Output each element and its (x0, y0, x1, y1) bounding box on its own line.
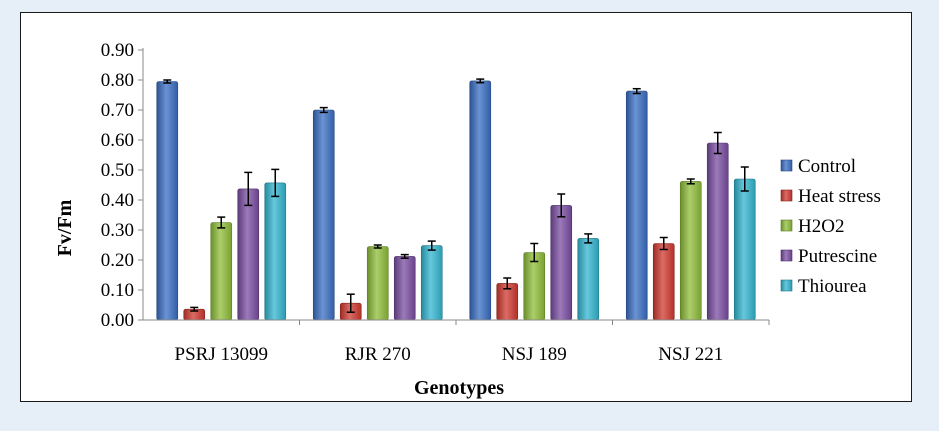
error-bar (530, 242, 539, 263)
legend-swatch (780, 159, 793, 172)
y-tick-label: 0.40 (101, 190, 134, 211)
error-bar (346, 293, 355, 313)
error-bar (244, 171, 253, 207)
legend-item: Thiourea (780, 276, 867, 297)
legend-label: Putrescine (798, 246, 877, 267)
y-axis: 0.00 0.10 0.20 0.30 0.40 0.50 0.60 0.70 0.80 0.90 (101, 40, 144, 331)
y-tick-label: 0.00 (101, 310, 134, 331)
error-bar (686, 178, 695, 185)
x-category-label: RJR 270 (345, 344, 411, 365)
error-bar (190, 306, 199, 312)
bar-thiourea (733, 178, 756, 321)
y-tick-label: 0.20 (101, 250, 134, 271)
bar-heat-stress (652, 243, 675, 321)
legend-item: Control (780, 156, 856, 177)
legend-label: Heat stress (798, 186, 881, 207)
error-bar (659, 236, 668, 251)
legend-item: Putrescine (780, 246, 877, 267)
bar-putrescine (706, 142, 729, 321)
legend-item: H2O2 (780, 216, 844, 237)
error-bar (503, 277, 512, 290)
error-bar (740, 166, 749, 192)
x-category-label: PSRJ 13099 (175, 344, 268, 365)
y-tick-label: 0.30 (101, 220, 134, 241)
legend-label: Control (798, 156, 856, 177)
error-bar (584, 233, 593, 244)
legend-swatch (780, 189, 793, 202)
y-tick-label: 0.10 (101, 280, 134, 301)
y-tick-label: 0.90 (101, 40, 134, 61)
x-category-label: NSJ 221 (658, 344, 723, 365)
x-axis-title: Genotypes (414, 377, 504, 399)
error-bar (400, 253, 409, 259)
legend: Control Heat stress H2O2 Putrescine Thiourea (780, 156, 881, 297)
error-bar (476, 78, 485, 84)
error-bar (632, 87, 641, 95)
bar-putrescine (393, 256, 416, 321)
y-axis-title: Fv/Fm (54, 199, 76, 256)
y-tick-label: 0.70 (101, 100, 134, 121)
bar-thiourea (577, 238, 600, 321)
legend-swatch (780, 249, 793, 262)
y-tick-label: 0.80 (101, 70, 134, 91)
bar-h2o2 (210, 222, 233, 321)
bar-thiourea (264, 182, 287, 321)
legend-label: H2O2 (798, 216, 844, 237)
legend-item: Heat stress (780, 186, 881, 207)
bar-control (625, 90, 648, 321)
legend-swatch (780, 279, 793, 292)
error-bar (271, 168, 280, 198)
bar-control (156, 81, 179, 321)
error-bar (217, 216, 226, 229)
bar-putrescine (550, 205, 573, 321)
x-category-label: NSJ 189 (502, 344, 567, 365)
error-bar (427, 240, 436, 251)
bar-control (312, 109, 335, 321)
bars (156, 78, 756, 321)
error-bar (319, 106, 328, 114)
error-bar (163, 79, 172, 84)
bar-h2o2 (366, 246, 389, 321)
error-bar (713, 131, 722, 155)
legend-swatch (780, 219, 793, 232)
bar-h2o2 (523, 252, 546, 321)
error-bar (557, 193, 566, 218)
bar-chart: 0.00 0.10 0.20 0.30 0.40 0.50 0.60 0.70 0.80 0.90… (54, 40, 881, 399)
chart-frame: 0.00 0.10 0.20 0.30 0.40 0.50 0.60 0.70 0.80 0.90… (20, 12, 912, 402)
x-axis: PSRJ 13099 RJR 270 NSJ 189 NSJ 221 (143, 319, 770, 365)
bar-putrescine (237, 188, 260, 321)
bar-h2o2 (679, 181, 702, 321)
y-tick-label: 0.50 (101, 160, 134, 181)
error-bar (373, 244, 382, 249)
legend-label: Thiourea (798, 276, 867, 297)
bar-thiourea (420, 245, 443, 321)
bar-control (469, 80, 492, 321)
y-tick-label: 0.60 (101, 130, 134, 151)
